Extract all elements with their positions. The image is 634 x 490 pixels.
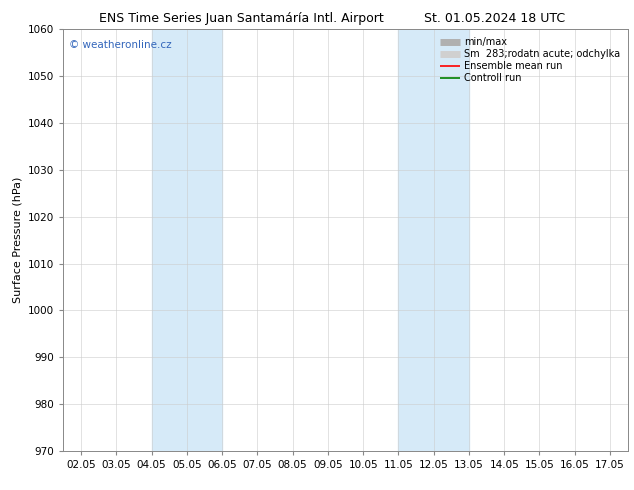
Text: ENS Time Series Juan Santamáría Intl. Airport: ENS Time Series Juan Santamáría Intl. Ai… bbox=[98, 12, 384, 25]
Bar bbox=[398, 29, 434, 451]
Bar bbox=[152, 29, 187, 451]
Y-axis label: Surface Pressure (hPa): Surface Pressure (hPa) bbox=[13, 177, 23, 303]
Bar bbox=[434, 29, 469, 451]
Legend: min/max, Sm  283;rodatn acute; odchylka, Ensemble mean run, Controll run: min/max, Sm 283;rodatn acute; odchylka, … bbox=[437, 34, 623, 86]
Text: St. 01.05.2024 18 UTC: St. 01.05.2024 18 UTC bbox=[424, 12, 565, 25]
Bar bbox=[187, 29, 222, 451]
Text: © weatheronline.cz: © weatheronline.cz bbox=[69, 40, 172, 50]
